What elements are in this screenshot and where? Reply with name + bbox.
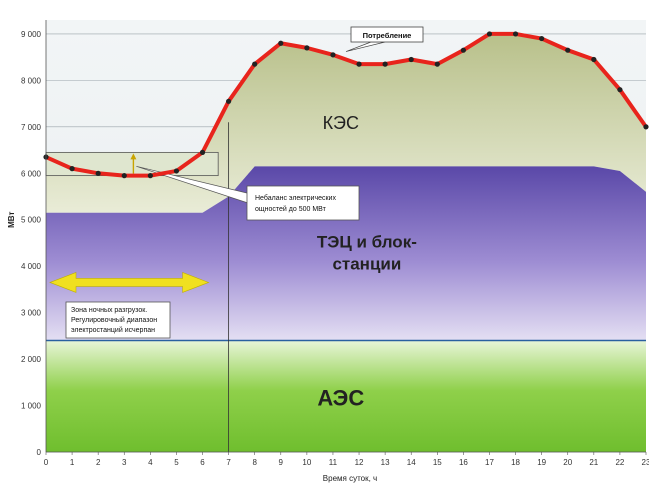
night-zone-note-line: Регулировочный диапазон: [71, 316, 157, 324]
night-zone-note-line: электростанций исчерпан: [71, 326, 155, 334]
y-tick-label: 9 000: [21, 30, 42, 39]
x-tick-label: 3: [122, 458, 127, 467]
consumption-point: [512, 31, 519, 37]
night-zone-double-arrow: [49, 272, 210, 293]
x-tick-label: 9: [279, 458, 284, 467]
x-tick-label: 18: [511, 458, 520, 467]
y-tick-label: 8 000: [21, 76, 42, 85]
consumption-point: [147, 173, 153, 179]
consumption-legend-label: Потребление: [363, 31, 412, 40]
consumption-point: [330, 52, 336, 58]
x-tick-label: 1: [70, 458, 75, 467]
imbalance-arrow-head: [130, 153, 137, 160]
areas-layer: [45, 33, 646, 452]
tec-label: ТЭЦ и блок-станции: [317, 233, 417, 274]
consumption-point: [226, 98, 232, 104]
x-tick-label: 17: [485, 458, 494, 467]
consumption-point: [591, 56, 597, 63]
x-tick-label: 8: [252, 458, 257, 467]
x-tick-label: 10: [302, 458, 311, 467]
consumption-point: [617, 87, 623, 93]
consumption-point: [643, 124, 649, 130]
imbalance-note: Небаланс электрических ощностей до 500 М…: [255, 194, 338, 213]
x-tick-label: 4: [148, 458, 153, 467]
consumption-line: [45, 31, 648, 178]
y-tick-label: 2 000: [21, 355, 42, 364]
x-tick-label: 0: [44, 458, 49, 467]
consumption-point: [121, 173, 127, 179]
x-tick-label: 13: [381, 458, 390, 467]
x-tick-label: 15: [433, 458, 442, 467]
consumption-point: [173, 168, 180, 174]
consumption-layer: [43, 31, 649, 179]
consumption-callout-box: [350, 26, 424, 43]
tec-area: [46, 166, 646, 341]
axes-layer: 0 1 000 2 000 3 000 4 000 5 000 6 000 7 000 8 00…: [7, 20, 649, 483]
x-tick-label: 16: [459, 458, 468, 467]
x-axis-title: Время суток, ч: [323, 474, 377, 483]
x-tick-label: 7: [226, 458, 231, 467]
x-tick-label: 11: [329, 458, 338, 467]
night-zone-box: [65, 301, 171, 339]
consumption-point: [408, 56, 414, 63]
x-tick-label: 23: [642, 458, 649, 467]
y-tick-label: 6 000: [21, 169, 42, 178]
y-tick-label: 5 000: [21, 216, 42, 225]
y-tick-label: 4 000: [21, 262, 42, 271]
x-tick-label: 22: [615, 458, 624, 467]
y-tick-label: 7 000: [21, 123, 42, 132]
consumption-point: [199, 149, 206, 155]
consumption-point: [304, 45, 310, 51]
kes-label: КЭС: [323, 113, 359, 133]
labels-layer: КЭС ТЭЦ и блок-станции АЭС: [317, 113, 417, 410]
consumption-point: [565, 47, 571, 53]
y-tick-label: 0: [37, 448, 42, 457]
imbalance-band: [45, 151, 219, 177]
y-axis-title: МВт: [7, 212, 16, 228]
consumption-point: [69, 166, 75, 172]
consumption-point: [382, 61, 388, 67]
consumption-point: [278, 40, 284, 46]
x-tick-label: 6: [200, 458, 205, 467]
y-tick-label: 1 000: [21, 402, 42, 411]
aes-label: АЭС: [317, 386, 364, 411]
x-tick-label: 5: [174, 458, 179, 467]
x-tick-label: 14: [407, 458, 416, 467]
x-tick-label: 2: [96, 458, 101, 467]
annotations-layer: Небаланс электрических ощностей до 500 М…: [49, 26, 424, 339]
x-tick-label: 21: [589, 458, 598, 467]
consumption-point: [356, 61, 362, 67]
night-zone-note-line: Зона ночных разгрузок.: [71, 307, 147, 314]
aes-area: [46, 340, 646, 452]
imbalance-callout-box: [246, 185, 360, 221]
x-tick-label: 19: [537, 458, 546, 467]
consumption-point: [486, 31, 493, 37]
consumption-point: [460, 47, 466, 53]
consumption-point: [95, 170, 101, 176]
consumption-point: [539, 35, 545, 42]
x-tick-label: 12: [355, 458, 364, 467]
consumption-point: [434, 61, 440, 67]
x-tick-label: 20: [563, 458, 572, 467]
y-tick-label: 3 000: [21, 309, 42, 318]
consumption-point: [252, 61, 258, 67]
